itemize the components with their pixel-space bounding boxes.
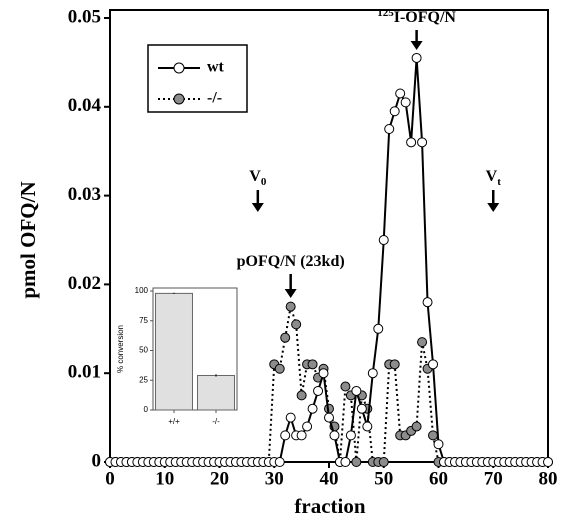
data-point [411, 421, 422, 432]
data-point [428, 430, 439, 441]
inset-y-tick-label: 75 [139, 316, 148, 325]
data-point [296, 430, 307, 441]
annotation-text: pOFQ/N (23kd) [237, 253, 345, 270]
annotation-arrowhead [284, 289, 297, 298]
annotation-text: I-OFQ/N [394, 9, 457, 26]
x-tick-label: 60 [429, 468, 448, 489]
data-point [373, 323, 384, 334]
inset-y-tick-label: 50 [139, 346, 148, 355]
y-tick-label: 0.01 [68, 362, 101, 383]
data-point [389, 359, 400, 370]
data-point [400, 97, 411, 108]
annotation: Vt [486, 168, 502, 188]
annotation-text: V [249, 168, 261, 185]
data-point [274, 457, 285, 467]
x-tick-label: 40 [320, 468, 339, 489]
data-point [417, 137, 428, 148]
annotation-arrowhead [410, 41, 423, 50]
x-tick-label: 10 [155, 468, 174, 489]
data-point [280, 430, 291, 441]
inset-y-tick-label: 25 [139, 375, 148, 384]
data-point [324, 412, 334, 423]
data-point [345, 430, 356, 441]
data-point [378, 235, 389, 245]
inset-bar [197, 374, 235, 411]
legend-marker [173, 62, 185, 74]
annotation-text: V [486, 168, 498, 185]
data-point [417, 337, 428, 348]
data-point [296, 390, 307, 401]
data-point [543, 457, 553, 467]
y-axis-label: pmol OFQ/N [16, 181, 40, 298]
annotation: V0 [249, 168, 267, 188]
data-point [433, 439, 444, 450]
annotation-sup: 125 [377, 7, 394, 19]
data-point [340, 457, 351, 467]
legend-box [147, 44, 248, 113]
data-point [367, 368, 378, 379]
data-point [356, 403, 367, 414]
y-tick-label: 0.02 [68, 273, 101, 294]
x-tick-label: 0 [105, 468, 115, 489]
y-tick-label: 0.04 [68, 95, 102, 116]
data-point [340, 381, 351, 392]
data-point [274, 363, 285, 374]
y-tick-label: 0 [92, 450, 102, 471]
inset-x-tick-label: -/- [212, 417, 220, 426]
data-point [307, 403, 318, 414]
data-point [422, 297, 433, 308]
y-tick-label: 0.03 [68, 184, 101, 205]
data-point [351, 385, 362, 396]
annotation-sub: t [497, 176, 501, 188]
inset-y-tick-label: 0 [144, 405, 149, 414]
x-tick-label: 20 [210, 468, 229, 489]
data-point [318, 368, 329, 379]
x-tick-label: 70 [484, 468, 503, 489]
data-point [307, 359, 318, 370]
y-tick-label: 0.05 [68, 6, 101, 27]
data-point [428, 359, 439, 370]
data-point [285, 412, 296, 423]
inset-y-tick-label: 100 [135, 286, 149, 295]
data-point [280, 332, 291, 343]
data-point [291, 319, 302, 330]
data-point [362, 421, 373, 432]
data-point [411, 52, 422, 63]
legend-marker [173, 93, 185, 105]
x-axis-label: fraction [294, 494, 365, 518]
inset-bar [155, 292, 193, 411]
annotation: pOFQ/N (23kd) [237, 253, 345, 270]
inset-frame [152, 287, 238, 411]
data-point [351, 457, 362, 467]
inset-x-tick-label: +/+ [168, 417, 180, 426]
x-tick-label: 30 [265, 468, 284, 489]
data-point [329, 430, 340, 441]
data-point [389, 106, 400, 117]
inset-y-label: % conversion [116, 325, 125, 373]
data-point [378, 457, 389, 467]
data-point [285, 301, 296, 312]
data-point [384, 124, 395, 134]
legend-label: wt [207, 59, 225, 76]
data-point [406, 137, 417, 148]
legend-label: -/- [207, 90, 222, 107]
annotation: 125I-OFQ/N [377, 7, 456, 26]
annotation-arrowhead [487, 203, 500, 212]
data-point [302, 421, 313, 432]
annotation-sub: 0 [261, 176, 267, 188]
x-tick-label: 50 [374, 468, 393, 489]
data-point [395, 88, 406, 99]
x-tick-label: 80 [539, 468, 558, 489]
data-point [313, 385, 324, 396]
annotation-arrowhead [251, 203, 264, 212]
